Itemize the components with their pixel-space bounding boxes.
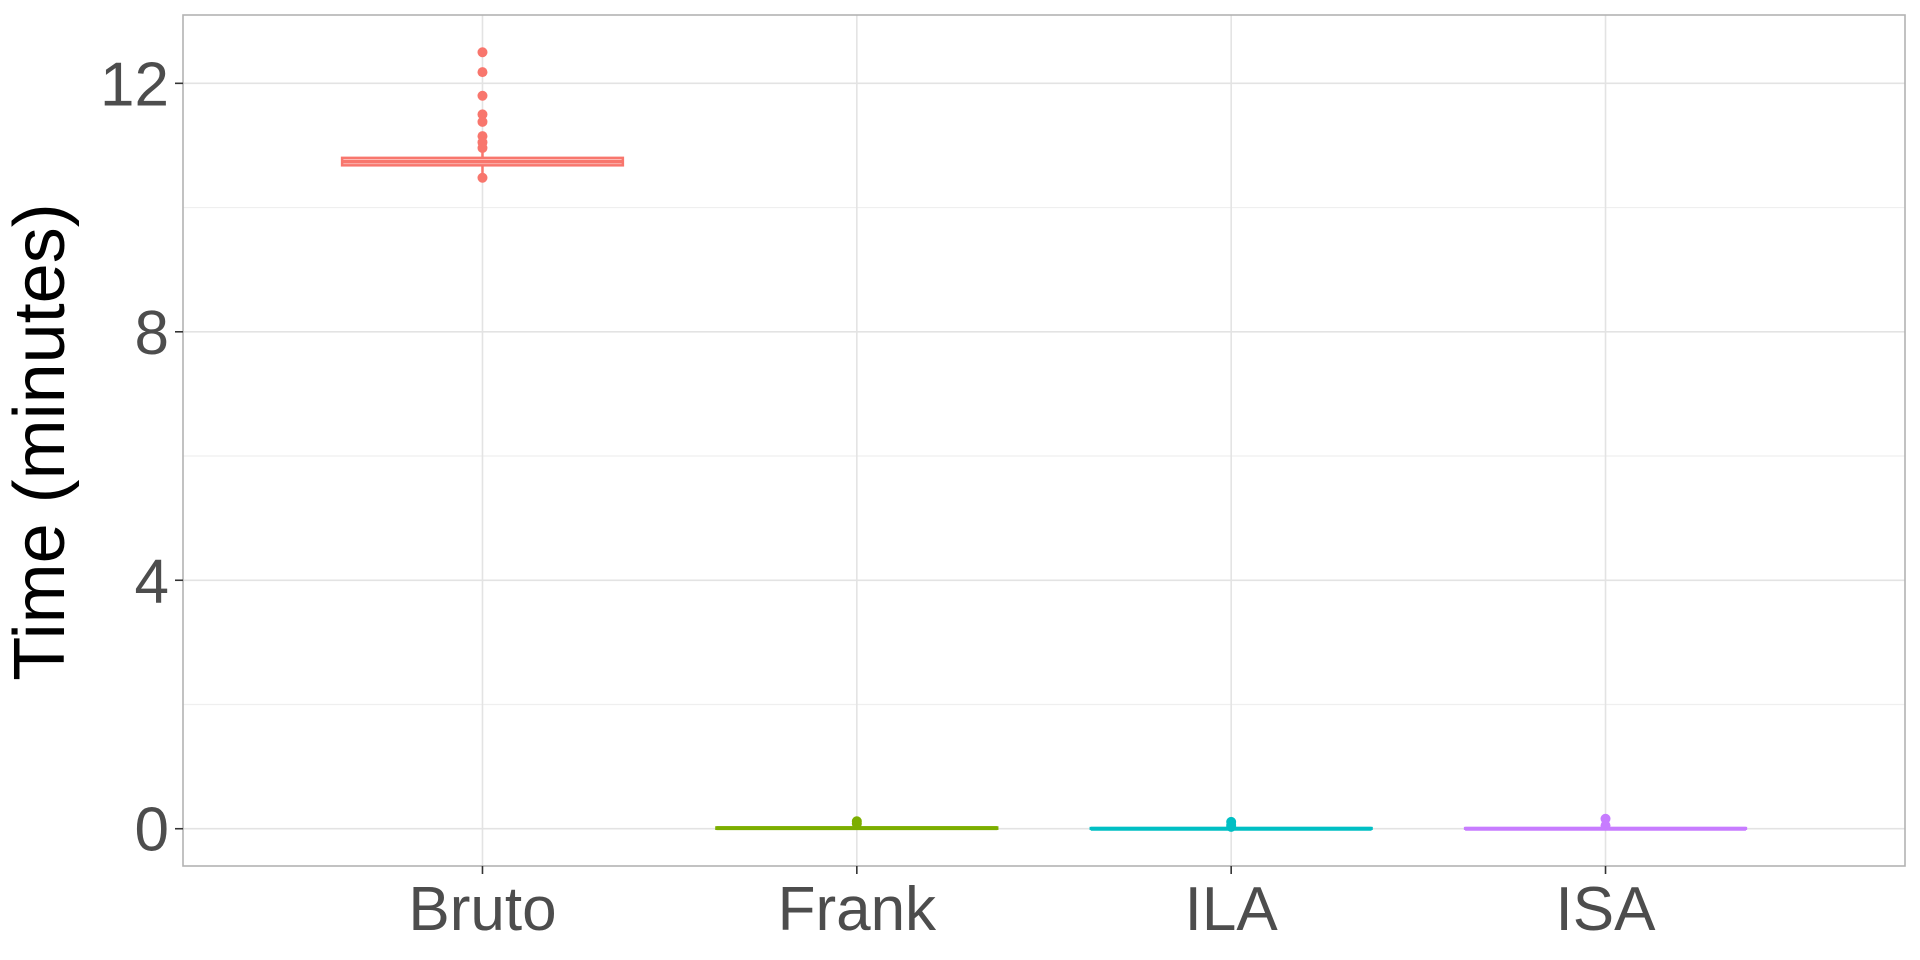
y-tick-label: 0 (135, 796, 169, 865)
x-axis: Bruto Frank ILA ISA (408, 866, 1656, 944)
panel-border (182, 14, 1906, 867)
x-tick-label: Frank (778, 875, 937, 944)
outlier-point (477, 90, 488, 101)
outlier-point (477, 172, 488, 183)
y-axis: 0 4 8 12 (100, 50, 183, 865)
outlier-point (1226, 821, 1237, 832)
outlier-point (851, 818, 862, 829)
outlier-point (477, 116, 488, 127)
outlier-point (1600, 813, 1611, 824)
box-series (340, 47, 1748, 832)
outlier-point (1600, 820, 1611, 831)
x-tick-label: ILA (1185, 875, 1279, 944)
y-tick-label: 8 (135, 299, 169, 368)
box-bruto (340, 47, 625, 183)
y-tick-label: 12 (100, 50, 169, 119)
box-frank (715, 816, 999, 831)
x-tick-label: ISA (1556, 875, 1657, 944)
box-ila (1089, 816, 1373, 832)
y-axis-title: Time (minutes) (0, 203, 80, 680)
x-tick-label: Bruto (408, 875, 556, 944)
outlier-point (477, 67, 488, 78)
outlier-point (477, 109, 488, 120)
y-tick-label: 4 (135, 547, 169, 616)
outlier-point (477, 47, 488, 58)
grid (183, 15, 1905, 866)
box-isa (1463, 813, 1748, 831)
outlier-point (477, 142, 488, 153)
